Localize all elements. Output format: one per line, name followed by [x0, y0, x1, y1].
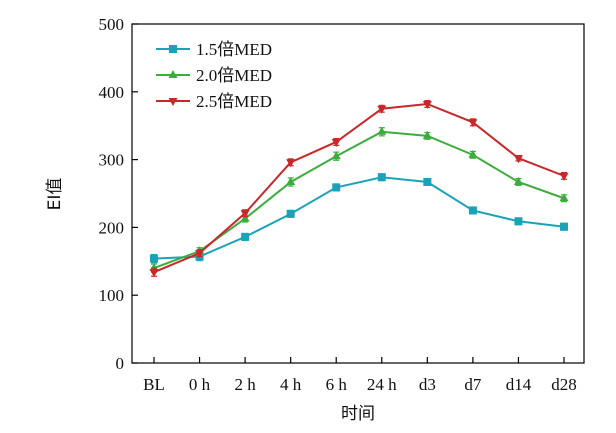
data-point	[195, 250, 205, 259]
data-point	[377, 105, 387, 114]
data-point	[331, 138, 341, 147]
data-point	[422, 101, 432, 110]
series-3	[149, 100, 569, 278]
data-point	[468, 206, 477, 215]
x-tick-label: BL	[143, 375, 165, 394]
x-tick-label: 4 h	[280, 375, 302, 394]
legend-marker	[168, 98, 178, 106]
legend-entry-3: 2.5倍MED	[156, 92, 272, 111]
data-point	[513, 155, 523, 164]
data-point	[514, 217, 523, 226]
x-tick-label: 6 h	[326, 375, 348, 394]
legend-entry-1: 1.5倍MED	[156, 40, 272, 59]
data-point	[422, 130, 432, 139]
data-point	[149, 263, 159, 272]
x-tick-label: 2 h	[234, 375, 256, 394]
legend-entry-2: 2.0倍MED	[156, 66, 272, 85]
data-point	[241, 232, 250, 241]
data-point	[286, 209, 295, 218]
data-point	[468, 149, 478, 158]
data-point	[332, 183, 341, 192]
data-point	[377, 126, 387, 135]
series-2	[149, 126, 569, 273]
legend: 1.5倍MED 2.0倍MED 2.5倍MED	[156, 40, 272, 111]
x-tick-label: d7	[464, 375, 482, 394]
series-line	[153, 176, 565, 260]
x-tick-label: d3	[419, 375, 436, 394]
legend-label: 2.0倍MED	[196, 66, 272, 85]
y-tick-label: 200	[99, 218, 125, 237]
x-tick-label: 0 h	[189, 375, 211, 394]
data-point	[513, 176, 523, 185]
data-point	[559, 193, 569, 202]
legend-marker	[168, 70, 178, 78]
legend-label: 2.5倍MED	[196, 92, 272, 111]
axes: 0 100 200 300 400 500 BL 0 h 2 h 4 h 6 h 24 h d3 d7 d1…	[99, 15, 585, 394]
x-tick-label: 24 h	[367, 375, 397, 394]
x-axis-title: 时间	[341, 404, 375, 424]
data-point	[468, 119, 478, 128]
data-point	[150, 254, 158, 263]
data-point	[377, 173, 386, 182]
data-point	[149, 269, 159, 278]
y-tick-label: 100	[99, 286, 125, 305]
legend-label: 1.5倍MED	[196, 40, 272, 59]
x-tick-label: d28	[551, 375, 577, 394]
series-line	[153, 130, 565, 270]
y-tick-label: 400	[99, 83, 125, 102]
y-axis-title: EI值	[45, 178, 65, 211]
data-point	[240, 210, 250, 219]
legend-marker	[169, 45, 177, 53]
x-tick-label: d14	[506, 375, 532, 394]
data-point	[286, 176, 296, 185]
series-layer	[149, 100, 569, 278]
y-tick-label: 500	[99, 15, 125, 34]
data-point	[559, 172, 569, 181]
data-point	[423, 177, 432, 186]
y-tick-label: 0	[116, 354, 125, 373]
data-point	[560, 222, 568, 231]
plot-frame	[131, 23, 585, 364]
series-1	[150, 173, 568, 264]
data-point	[286, 159, 296, 168]
data-point	[331, 151, 341, 160]
series-line	[153, 102, 565, 274]
y-tick-label: 300	[99, 151, 125, 170]
